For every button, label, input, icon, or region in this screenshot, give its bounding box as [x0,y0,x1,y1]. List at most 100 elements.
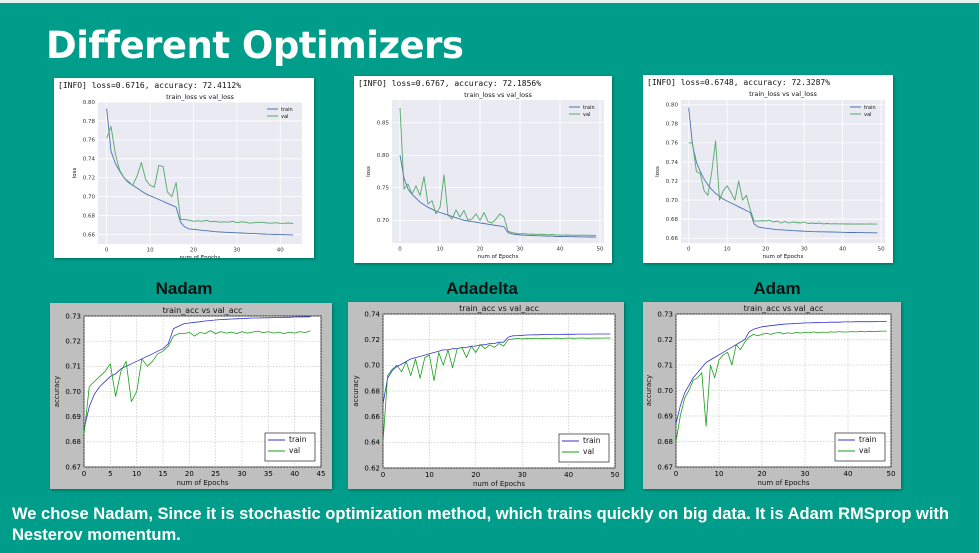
y-tick-label: 0.68 [364,387,380,395]
y-tick-label: 0.80 [83,100,96,106]
adadelta-loss-panel: [INFO] loss=0.6767, accuracy: 72.1856% 0… [354,76,612,263]
adam-loss-chart: 0 10 20 30 40 50 0.66 0.68 0.70 0.72 0.74 0.76 0.78 0… [655,90,885,260]
y-tick-label: 0.70 [65,388,81,396]
series-line-val [688,140,878,225]
x-tick-label: 40 [290,470,299,478]
x-tick-label: 20 [471,471,480,479]
series-line-train [688,107,878,234]
x-tick-label: 50 [878,247,885,253]
y-tick-label: 0.75 [377,186,390,192]
y-axis-label: accuracy [352,375,360,407]
y-tick-label: 0.68 [666,217,679,223]
x-tick-label: 50 [887,470,896,478]
x-axis-label: num of Epochs [478,254,519,260]
top-rule [0,0,979,3]
y-axis-label: loss [366,166,372,177]
y-tick-label: 0.66 [364,413,380,421]
series-line-val [382,337,611,443]
x-tick-label: 20 [758,470,767,478]
x-axis-label: num of Epochs [177,479,229,487]
series-line-train [106,108,294,236]
y-tick-label: 0.70 [364,362,380,370]
chart-title: train_acc vs val_acc [744,304,824,313]
x-tick-label: 40 [557,247,564,253]
y-tick-label: 0.78 [83,119,96,125]
adam-loss-panel: [INFO] loss=0.6748, accuracy: 72.3287% 0… [643,75,893,263]
x-tick-label: 40 [564,471,573,479]
x-tick-label: 50 [597,247,604,253]
x-axis-label: num of Epochs [758,479,810,487]
y-tick-label: 0.72 [666,179,678,185]
x-tick-label: 10 [132,470,141,478]
chart-title: train_loss vs val_loss [749,90,817,98]
nadam-loss-panel: [INFO] loss=0.6716, accuracy: 72.4112% 0… [54,78,314,258]
y-axis-label: accuracy [53,376,61,408]
x-tick-label: 25 [211,470,220,478]
x-tick-label: 10 [147,248,154,254]
chart-title: train_loss vs val_loss [464,91,532,99]
y-tick-label: 0.70 [377,218,390,224]
y-tick-label: 0.72 [364,336,380,344]
nadam-info-text: [INFO] loss=0.6716, accuracy: 72.4112% [58,81,242,90]
adadelta-loss-chart: 0 10 20 30 40 50 0.70 0.75 0.80 0.85 train_loss vs… [366,91,604,260]
y-tick-label: 0.71 [65,363,81,371]
x-tick-label: 0 [82,470,86,478]
x-tick-label: 5 [108,470,112,478]
adam-accuracy-panel: 0 10 20 30 40 50 0.67 0.68 0.69 0.70 0.71 0.72 0.73 t… [643,302,901,489]
x-tick-label: 40 [839,247,846,253]
legend-label-train: train [281,107,293,113]
x-axis-label: num of Epochs [180,255,221,258]
x-tick-label: 50 [611,471,620,479]
adadelta-accuracy-panel: 0 10 20 30 40 50 0.62 0.64 0.66 0.68 0.70 0.72 0.74 t… [348,302,624,489]
x-tick-label: 45 [317,470,326,478]
y-tick-label: 0.62 [364,464,380,472]
y-tick-label: 0.69 [65,413,81,421]
series-line-train [399,155,597,238]
x-tick-label: 0 [398,247,402,253]
legend-label-val: val [289,446,300,455]
x-axis-label: num of Epochs [763,254,804,260]
y-axis-label: accuracy [645,375,653,407]
y-tick-label: 0.71 [657,361,673,369]
x-tick-label: 35 [264,470,273,478]
x-tick-label: 10 [425,471,434,479]
plot-area [98,102,302,244]
x-tick-label: 30 [801,247,808,253]
slide-caption: We chose Nadam, Since it is stochastic o… [12,505,949,544]
y-tick-label: 0.67 [65,463,81,471]
y-tick-label: 0.68 [657,438,673,446]
plot-area [392,100,604,243]
x-tick-label: 0 [674,470,678,478]
legend-box [834,432,886,462]
legend-label-train: train [583,436,601,445]
y-tick-label: 0.73 [65,312,81,320]
chart-title: train_acc vs val_acc [163,306,243,315]
y-tick-label: 0.74 [666,160,679,166]
legend-box [558,433,610,463]
x-tick-label: 0 [687,247,691,253]
y-tick-label: 0.68 [83,213,96,219]
legend-label-val: val [583,447,594,456]
y-tick-label: 0.72 [65,338,81,346]
y-tick-label: 0.76 [666,141,679,147]
x-tick-label: 30 [801,470,810,478]
adam-info-text: [INFO] loss=0.6748, accuracy: 72.3287% [647,78,831,87]
series-line-val [83,330,311,435]
chart-title: train_loss vs val_loss [166,93,234,101]
x-tick-label: 10 [437,247,444,253]
y-axis-label: loss [655,166,661,177]
x-tick-label: 20 [190,248,197,254]
series-line-val [106,126,294,225]
legend-label-val: val [859,446,870,455]
x-tick-label: 30 [233,248,240,254]
y-tick-label: 0.74 [83,157,96,163]
y-tick-label: 0.67 [657,463,673,471]
y-tick-label: 0.64 [364,439,380,447]
y-tick-label: 0.80 [666,103,679,109]
x-tick-label: 20 [477,247,484,253]
y-axis-label: loss [72,168,78,179]
x-tick-label: 30 [517,247,524,253]
nadam-accuracy-panel: 0 5 10 15 20 25 30 35 40 45 0.67 0.68 0.69 0.70 0.71 0.… [50,303,332,489]
legend-label-train: train [859,435,877,444]
label-adadelta: Adadelta [446,279,518,298]
